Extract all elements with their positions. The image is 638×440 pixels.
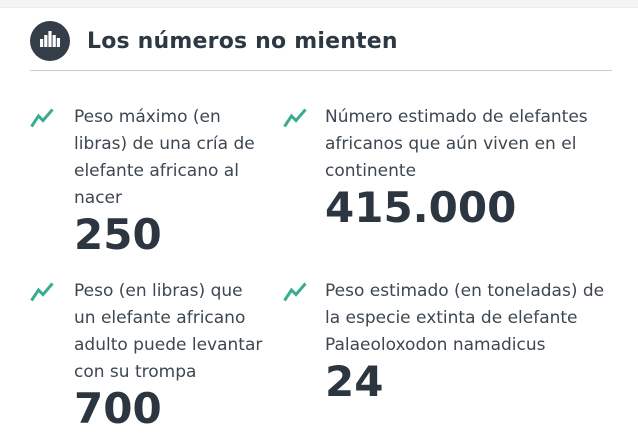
stat-value: 415.000 [325,183,517,232]
stat-value: 24 [325,357,384,407]
stat-label: Número estimado de elefantes africanos q… [325,107,588,181]
trend-line-icon [283,281,307,307]
stat-body: Número estimado de elefantes africanos q… [325,104,588,231]
stat-item-population: Número estimado de elefantes africanos q… [283,104,612,258]
trend-line-icon [30,107,54,133]
stat-item-max-birth-weight: Peso máximo (en libras) de una cría de e… [30,104,283,258]
bar-chart-icon [39,30,61,52]
stat-value: 250 [74,210,162,259]
header-divider [30,70,612,71]
stat-label: Peso estimado (en toneladas) de la espec… [325,281,605,356]
stat-label: Peso máximo (en libras) de una cría de e… [74,107,255,208]
stat-item-trunk-lift-weight: Peso (en libras) que un elefante african… [30,278,283,432]
stat-body: Peso estimado (en toneladas) de la espec… [325,278,604,405]
stat-value: 700 [74,384,162,434]
stat-item-extinct-species-weight: Peso estimado (en toneladas) de la espec… [283,278,612,432]
section-header: Los números no mienten [30,21,612,61]
stat-body: Peso máximo (en libras) de una cría de e… [74,104,255,258]
stats-section: Los números no mienten Peso máximo (en l… [0,21,638,432]
stat-label: Peso (en libras) que un elefante african… [74,281,263,383]
page-title: Los números no mienten [87,28,398,54]
stats-grid: Peso máximo (en libras) de una cría de e… [30,104,612,432]
stats-icon-badge [30,21,70,61]
top-strip [0,0,638,8]
trend-line-icon [283,107,307,133]
stat-body: Peso (en libras) que un elefante african… [74,278,262,432]
trend-line-icon [30,281,54,307]
